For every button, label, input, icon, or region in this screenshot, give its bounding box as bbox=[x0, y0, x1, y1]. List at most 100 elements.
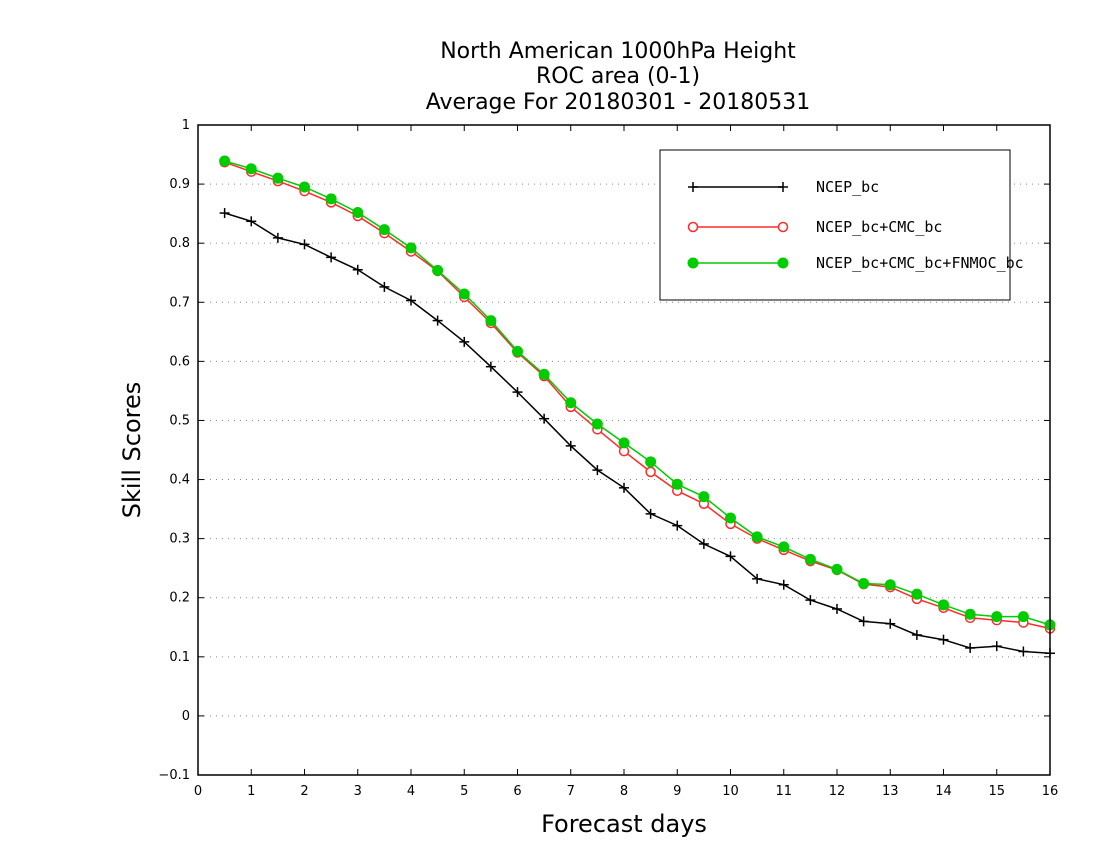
x-tick-label: 0 bbox=[194, 784, 202, 799]
legend-item-ncep-bc-cmc-bc: NCEP_bc+CMC_bc bbox=[687, 218, 942, 236]
chart-title-line-1: North American 1000hPa Height bbox=[440, 39, 796, 64]
series-line-ncep-bc bbox=[224, 212, 1051, 655]
data-point bbox=[592, 465, 603, 476]
legend-label: NCEP_bc+CMC_bc bbox=[816, 218, 942, 236]
legend-label: NCEP_bc bbox=[816, 178, 879, 196]
grid-layer bbox=[198, 183, 1050, 717]
legend-item-ncep-bc: NCEP_bc bbox=[688, 178, 879, 196]
data-point bbox=[991, 611, 1003, 623]
data-point bbox=[1018, 646, 1029, 657]
x-tick-label: 1 bbox=[247, 784, 255, 799]
data-point bbox=[458, 288, 470, 300]
data-point bbox=[512, 387, 523, 398]
data-point bbox=[326, 252, 337, 263]
y-tick-label: 0.5 bbox=[169, 413, 190, 428]
legend: NCEP_bc NCEP_bc+CMC_bc NCEP_bc+CMC_bc+FNMO… bbox=[659, 149, 1024, 301]
data-point bbox=[591, 418, 603, 430]
data-point bbox=[219, 155, 231, 167]
data-point bbox=[405, 242, 417, 254]
y-axis-ticks: −0.1 0 0.1 0.2 0.3 0.4 0.5 0.6 0.7 0.8 0.9 1 bbox=[158, 118, 1050, 783]
y-tick-label: 0.3 bbox=[169, 532, 190, 547]
x-tick-label: 3 bbox=[354, 784, 362, 799]
legend-marker bbox=[687, 221, 699, 233]
data-point bbox=[645, 466, 656, 478]
y-tick-label: −0.1 bbox=[158, 768, 190, 783]
x-tick-label: 13 bbox=[882, 784, 899, 799]
data-point bbox=[751, 531, 763, 543]
data-point bbox=[219, 208, 230, 219]
data-point bbox=[512, 345, 523, 357]
data-point bbox=[725, 551, 736, 562]
data-point bbox=[805, 595, 816, 606]
data-point bbox=[432, 264, 444, 276]
y-tick-label: 0.2 bbox=[169, 591, 190, 606]
data-point bbox=[645, 456, 657, 468]
data-point bbox=[619, 482, 629, 493]
legend-marker bbox=[777, 257, 789, 269]
x-tick-label: 2 bbox=[300, 784, 308, 799]
data-point bbox=[884, 579, 896, 591]
x-tick-label: 14 bbox=[935, 784, 952, 799]
x-axis-title: Forecast days bbox=[541, 810, 707, 838]
data-point bbox=[1017, 611, 1029, 623]
data-point bbox=[299, 181, 310, 193]
data-point bbox=[379, 281, 390, 292]
legend-marker bbox=[778, 182, 788, 192]
data-point bbox=[325, 193, 337, 205]
data-point bbox=[804, 553, 816, 565]
data-point bbox=[778, 541, 790, 553]
y-tick-label: 0.8 bbox=[169, 236, 190, 251]
data-point bbox=[698, 491, 710, 503]
data-point bbox=[246, 216, 257, 227]
data-point bbox=[406, 295, 416, 306]
data-point bbox=[432, 315, 443, 326]
y-tick-label: 1 bbox=[182, 118, 190, 133]
data-point bbox=[858, 616, 869, 627]
data-point bbox=[964, 608, 976, 620]
y-tick-label: 0.9 bbox=[169, 177, 190, 192]
y-tick-label: 0 bbox=[182, 709, 190, 724]
data-point bbox=[272, 232, 283, 243]
legend-items: NCEP_bc NCEP_bc+CMC_bc NCEP_bc+CMC_bc+FNMO… bbox=[687, 178, 1024, 272]
data-point bbox=[565, 397, 577, 409]
data-point bbox=[938, 634, 949, 645]
y-tick-label: 0.4 bbox=[169, 473, 190, 488]
data-point bbox=[352, 264, 363, 275]
y-tick-label: 0.1 bbox=[169, 650, 190, 665]
series-ncep-bc bbox=[219, 208, 1055, 659]
y-axis-title: Skill Scores bbox=[118, 382, 146, 519]
legend-label: NCEP_bc+CMC_bc+FNMOC_bc bbox=[816, 254, 1024, 272]
data-point bbox=[911, 588, 923, 600]
data-point bbox=[911, 629, 922, 640]
data-point bbox=[645, 508, 656, 519]
chart-title-line-2: ROC area (0-1) bbox=[536, 64, 700, 89]
chart-title-line-3: Average For 20180301 - 20180531 bbox=[426, 90, 811, 115]
data-point bbox=[485, 315, 497, 327]
x-tick-label: 7 bbox=[567, 784, 575, 799]
legend-marker bbox=[687, 257, 699, 269]
data-point bbox=[991, 641, 1002, 652]
data-point bbox=[698, 538, 709, 549]
plot-frame bbox=[197, 124, 1051, 776]
x-tick-label: 15 bbox=[988, 784, 1005, 799]
x-tick-label: 16 bbox=[1042, 784, 1059, 799]
x-tick-label: 8 bbox=[620, 784, 628, 799]
x-tick-label: 6 bbox=[513, 784, 521, 799]
data-point bbox=[459, 336, 470, 347]
data-point bbox=[538, 368, 550, 380]
legend-marker bbox=[777, 221, 789, 233]
data-point bbox=[965, 642, 976, 653]
data-point bbox=[671, 478, 683, 490]
x-tick-label: 5 bbox=[460, 784, 468, 799]
data-point bbox=[618, 437, 630, 449]
x-tick-label: 12 bbox=[829, 784, 846, 799]
x-tick-label: 10 bbox=[722, 784, 739, 799]
data-point bbox=[272, 172, 284, 184]
data-point bbox=[778, 579, 789, 590]
x-tick-label: 11 bbox=[775, 784, 792, 799]
data-point bbox=[885, 618, 896, 629]
data-point bbox=[245, 163, 257, 175]
legend-marker bbox=[688, 182, 698, 192]
